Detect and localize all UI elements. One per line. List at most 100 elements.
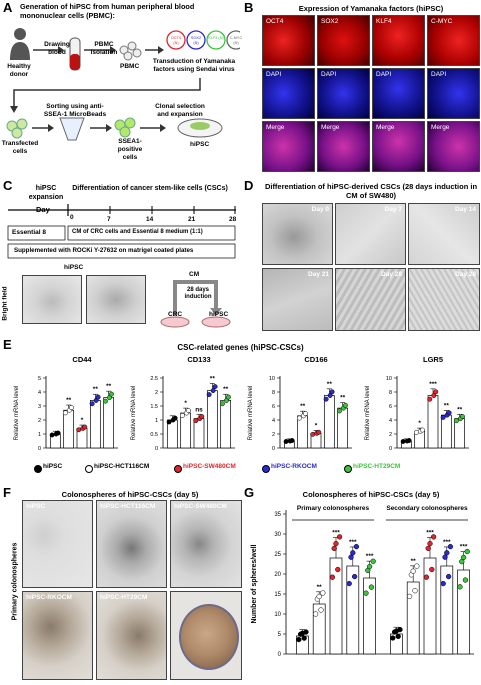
hipsc-bf-2 <box>86 275 146 324</box>
e-ytick-label: 8 <box>389 390 392 396</box>
legend-label-2: hiPSC-SW480CM <box>183 463 236 470</box>
hipsc-photo-title: hiPSC <box>64 264 84 271</box>
g-ytick-label: 20 <box>274 572 281 578</box>
e-point <box>220 401 225 407</box>
legend-marker-0 <box>34 465 42 473</box>
e-sig: ** <box>340 395 346 402</box>
legend-marker-3 <box>262 465 270 473</box>
e-point <box>226 394 231 400</box>
g-group-label: Secondary colonospheres <box>386 505 468 512</box>
panel-b-title: Expression of Yamanaka factors (hiPSC) <box>298 4 444 13</box>
sphere-ht29: hiPSC-HT29CM <box>96 591 167 680</box>
label-sorting: Sorting using anti-SSEA-1 MicroBeads <box>43 103 107 118</box>
e-point <box>310 431 316 437</box>
label-hipsc-a: hiPSC <box>190 141 210 148</box>
tick-14: 14 <box>146 216 154 223</box>
g-point <box>410 568 416 574</box>
factor-label-klf4: KLF4 (N) <box>208 36 224 40</box>
g-bar <box>423 557 437 655</box>
g-point <box>429 566 435 573</box>
e-point <box>76 427 82 433</box>
g-sig: ** <box>317 584 323 591</box>
g-sig: *** <box>460 544 468 551</box>
if-sox2: SOX2 <box>317 15 370 66</box>
e-sig: ** <box>327 381 333 388</box>
e-ytick-label: 0 <box>389 446 392 452</box>
e-ylabel: Relative mRNA level <box>248 386 254 441</box>
bf-day0: Day 0 <box>262 203 333 265</box>
g-point <box>366 563 373 570</box>
e-point <box>172 415 178 421</box>
legend-label-1: hiPSC-HCT116CM <box>94 463 150 470</box>
e-point <box>180 413 185 418</box>
g-sig: ** <box>411 558 417 565</box>
panel-g-letter: G <box>244 485 255 500</box>
g-point <box>462 577 469 583</box>
e-point <box>63 410 68 416</box>
g-point <box>427 540 433 547</box>
induction-label: 28 days induction <box>184 287 212 300</box>
e-ytick-label: 0 <box>272 446 275 452</box>
tick-28: 28 <box>229 216 237 223</box>
e-point <box>210 388 216 394</box>
e-ytick-label: 0 <box>38 446 41 452</box>
panel-a-title: Generation of hiPSC from human periphera… <box>20 2 195 20</box>
g-point <box>414 563 420 569</box>
e-point <box>186 408 191 413</box>
e-bar <box>89 400 101 449</box>
e-point <box>212 384 218 390</box>
g-point <box>329 574 336 580</box>
if-dapi-3: DAPI <box>372 68 425 119</box>
e-point <box>427 396 433 402</box>
g-ytick-label: 25 <box>274 552 281 558</box>
g-point <box>390 635 396 641</box>
g-point <box>331 545 337 552</box>
g-point <box>425 545 431 552</box>
e-point <box>82 424 88 430</box>
e-point <box>460 414 465 419</box>
panel-a-schematic <box>6 28 240 141</box>
e-point <box>199 414 205 419</box>
panel-g-title: Colonospheres of hiPSC-CSCs (day 5) <box>302 490 440 499</box>
g-point <box>440 580 446 587</box>
e-bar <box>103 397 115 449</box>
g-bar <box>363 577 376 655</box>
g-point <box>316 593 322 600</box>
e-bar <box>427 395 439 449</box>
g-bar <box>346 565 360 655</box>
e-ytick-label: 4 <box>38 390 41 396</box>
g-point <box>397 626 403 633</box>
e-bar <box>337 407 349 449</box>
e-point <box>433 389 439 395</box>
day-label: Day <box>36 205 50 214</box>
label-clonal: Clonal selection and expansion <box>155 103 205 118</box>
g-sig: *** <box>349 539 357 546</box>
panel-g-chart: Number of spheres/well 0 5 10 15 20 25 30 35 Prim… <box>251 505 474 658</box>
g-sig: *** <box>366 553 374 560</box>
g-sig: *** <box>443 539 451 546</box>
label-drawing-blood: Drawing blood <box>44 41 70 56</box>
e-ytick-label: 3 <box>38 404 41 410</box>
e-sig: *** <box>429 381 437 388</box>
sphere-rko: hiPSC-RKOCM <box>22 591 93 680</box>
e-point <box>49 432 55 438</box>
panel-e-legend: hiPSC hiPSC-HCT116CM hiPSC-SW480CM hiPSC… <box>0 462 481 474</box>
g-ytick-label: 5 <box>278 632 282 638</box>
e-ytick-label: 1 <box>155 418 158 424</box>
e-point <box>95 394 101 400</box>
e-sig: * <box>418 420 421 427</box>
legend-marker-2 <box>174 465 182 473</box>
g-ytick-label: 30 <box>274 532 281 538</box>
e-sig: ** <box>106 383 112 390</box>
legend-label-4: hiPSC-HT29CM <box>353 463 401 470</box>
g-ylabel: Number of spheres/well <box>251 544 258 623</box>
tick-21: 21 <box>188 216 196 223</box>
primary-colonospheres-side: Primary colonospheres <box>11 542 19 621</box>
g-point <box>353 543 360 550</box>
cm-label: CM <box>189 271 200 278</box>
cm-induction-diagram <box>160 280 231 328</box>
sphere-hipsc: hiPSC <box>22 500 93 588</box>
e-ytick-label: 2 <box>155 390 158 396</box>
g-sig: *** <box>332 530 340 537</box>
g-point <box>336 534 343 540</box>
